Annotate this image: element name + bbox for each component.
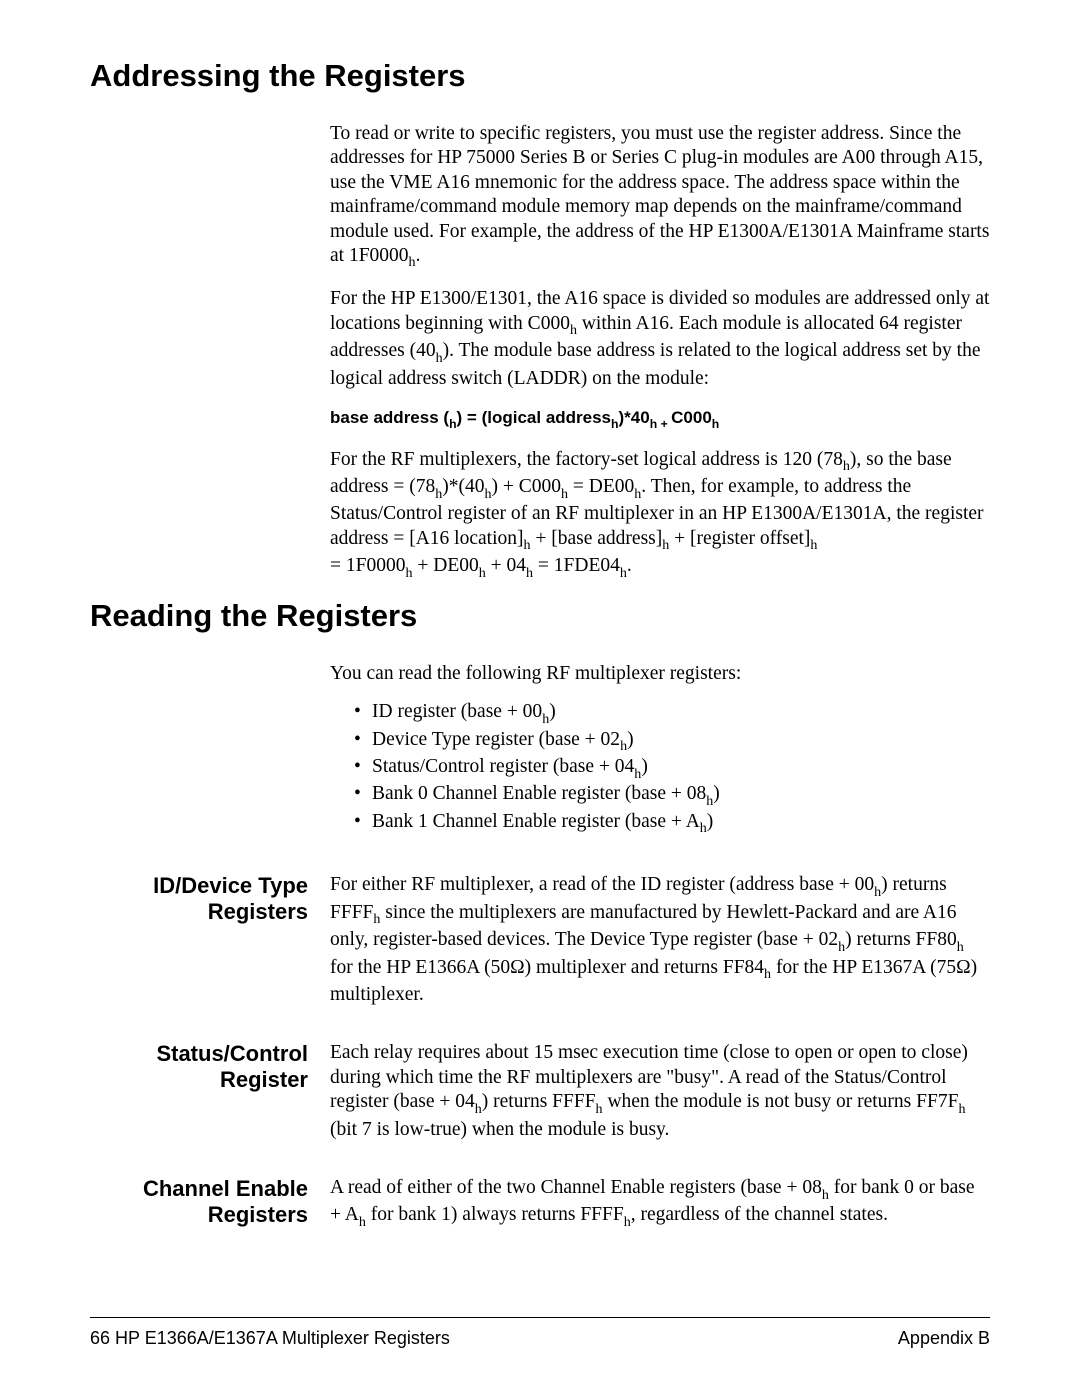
- subsection-label: Channel Enable Registers: [90, 1176, 330, 1228]
- subsection-body: Each relay requires about 15 msec execut…: [330, 1041, 990, 1142]
- paragraph: For the HP E1300/E1301, the A16 space is…: [330, 287, 990, 391]
- subsection-status-control: Status/Control Register Each relay requi…: [90, 1041, 990, 1142]
- page-footer: 66 HP E1366A/E1367A Multiplexer Register…: [90, 1317, 990, 1349]
- addressing-body: To read or write to specific registers, …: [330, 122, 990, 582]
- footer-left: 66 HP E1366A/E1367A Multiplexer Register…: [90, 1328, 450, 1349]
- list-item: Bank 1 Channel Enable register (base + A…: [372, 810, 990, 837]
- paragraph: For the RF multiplexers, the factory-set…: [330, 448, 990, 582]
- list-item: Bank 0 Channel Enable register (base + 0…: [372, 782, 990, 809]
- list-item: Device Type register (base + 02h): [372, 728, 990, 755]
- formula: base address (h) = (logical addressh)*40…: [330, 407, 990, 432]
- paragraph: You can read the following RF multiplexe…: [330, 662, 990, 686]
- register-list: ID register (base + 00h) Device Type reg…: [330, 700, 990, 837]
- reading-body: You can read the following RF multiplexe…: [330, 662, 990, 838]
- footer-right: Appendix B: [898, 1328, 990, 1349]
- list-item: ID register (base + 00h): [372, 700, 990, 727]
- subsection-label: Status/Control Register: [90, 1041, 330, 1093]
- paragraph: To read or write to specific registers, …: [330, 122, 990, 271]
- subsection-id-device: ID/Device Type Registers For either RF m…: [90, 873, 990, 1007]
- list-item: Status/Control register (base + 04h): [372, 755, 990, 782]
- page-number: 66: [90, 1328, 110, 1348]
- footer-rule: [90, 1317, 990, 1318]
- document-page: Addressing the Registers To read or writ…: [0, 0, 1080, 1397]
- subsection-body: For either RF multiplexer, a read of the…: [330, 873, 990, 1007]
- subsection-body: A read of either of the two Channel Enab…: [330, 1176, 990, 1231]
- heading-reading: Reading the Registers: [90, 598, 990, 634]
- heading-addressing: Addressing the Registers: [90, 58, 990, 94]
- subsection-channel-enable: Channel Enable Registers A read of eithe…: [90, 1176, 990, 1231]
- subsection-label: ID/Device Type Registers: [90, 873, 330, 925]
